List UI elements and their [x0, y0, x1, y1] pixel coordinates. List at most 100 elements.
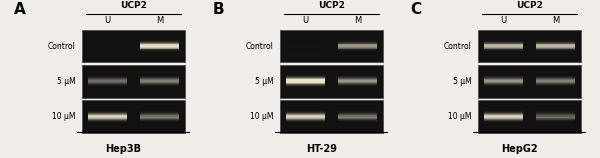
Bar [338, 86, 377, 87]
Bar [484, 84, 523, 85]
Bar [88, 78, 127, 79]
Bar [536, 45, 575, 46]
Bar [140, 123, 179, 124]
Bar [338, 118, 377, 119]
Bar [140, 48, 179, 49]
Bar [140, 45, 179, 46]
Bar [338, 75, 377, 76]
Bar [140, 83, 179, 84]
Bar [88, 74, 127, 75]
Bar [88, 84, 127, 85]
Bar [338, 87, 377, 88]
Bar [338, 42, 377, 43]
Bar [338, 116, 377, 117]
Bar [140, 87, 179, 88]
Bar [286, 88, 325, 89]
Bar [82, 100, 185, 133]
Bar [140, 50, 179, 51]
Bar [88, 88, 127, 89]
Bar [140, 47, 179, 48]
Bar [484, 81, 523, 82]
Bar [88, 86, 127, 87]
Bar [286, 48, 325, 49]
Text: U: U [302, 16, 308, 25]
Bar [88, 79, 127, 80]
Bar [478, 100, 581, 133]
Bar [338, 39, 377, 40]
Bar [484, 112, 523, 113]
Bar [140, 75, 179, 76]
Bar [484, 87, 523, 88]
Bar [484, 79, 523, 80]
Bar [82, 65, 185, 98]
Bar [484, 75, 523, 76]
Bar [536, 48, 575, 49]
Bar [484, 76, 523, 77]
Bar [286, 77, 325, 78]
Bar [88, 76, 127, 77]
Bar [286, 118, 325, 119]
Bar [338, 45, 377, 46]
Bar [286, 123, 325, 124]
Bar [140, 49, 179, 50]
Bar [536, 119, 575, 120]
Bar [536, 119, 575, 120]
Bar [536, 41, 575, 42]
Bar [484, 74, 523, 75]
Bar [140, 116, 179, 117]
Bar [338, 121, 377, 122]
Text: U: U [104, 16, 110, 25]
Bar [536, 44, 575, 45]
Bar [536, 43, 575, 44]
Bar [286, 43, 325, 44]
Bar [286, 82, 325, 83]
Bar [140, 43, 179, 44]
Bar [338, 80, 377, 81]
Bar [338, 48, 377, 49]
Bar [338, 119, 377, 120]
Bar [286, 48, 325, 49]
Bar [338, 112, 377, 113]
Bar [338, 114, 377, 115]
Bar [286, 86, 325, 87]
Bar [88, 74, 127, 75]
Bar [88, 81, 127, 82]
Bar [536, 78, 575, 79]
Bar [286, 41, 325, 42]
Bar [280, 65, 383, 98]
Bar [484, 44, 523, 45]
Bar [338, 119, 377, 120]
Bar [286, 121, 325, 122]
Bar [484, 117, 523, 118]
Bar [286, 44, 325, 45]
Bar [536, 117, 575, 118]
Bar [484, 121, 523, 122]
Bar [286, 43, 325, 44]
Bar [140, 46, 179, 47]
Text: Control: Control [443, 42, 472, 51]
Bar [286, 122, 325, 123]
Bar [484, 42, 523, 43]
Bar [140, 84, 179, 85]
Bar [286, 45, 325, 46]
Text: A: A [14, 2, 26, 17]
Bar [536, 79, 575, 80]
Bar [140, 86, 179, 87]
Bar [536, 74, 575, 75]
Bar [338, 77, 377, 78]
Bar [484, 51, 523, 52]
Bar [536, 81, 575, 82]
Text: M: M [552, 16, 559, 25]
Bar [88, 80, 127, 81]
Bar [536, 76, 575, 77]
Bar [484, 48, 523, 49]
Bar [484, 52, 523, 53]
Bar [338, 75, 377, 76]
Bar [140, 118, 179, 119]
Bar [286, 50, 325, 51]
Bar [286, 80, 325, 81]
Bar [286, 46, 325, 47]
Bar [536, 118, 575, 119]
Bar [484, 109, 523, 110]
Bar [88, 119, 127, 120]
